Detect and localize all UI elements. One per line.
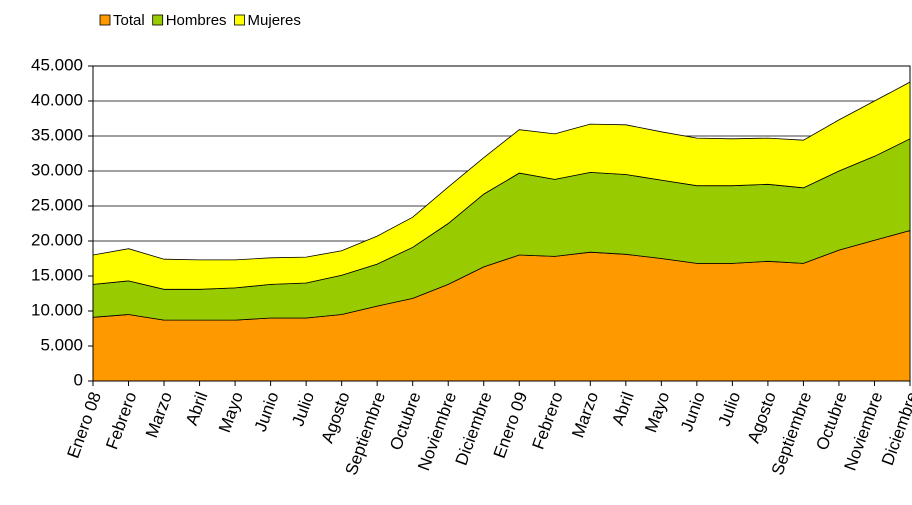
y-tick-label: 40.000 xyxy=(31,90,83,109)
area xyxy=(92,81,911,290)
x-tick-label: Julio xyxy=(288,389,318,428)
x-tick-label: Marzo xyxy=(142,389,176,440)
y-tick-label: 35.000 xyxy=(31,125,83,144)
legend-swatch xyxy=(152,14,164,26)
legend-label: Total xyxy=(113,12,145,29)
x-tick-label: Abril xyxy=(182,389,211,427)
y-tick-label: 30.000 xyxy=(31,160,83,179)
x-tick-label: Febrero xyxy=(529,389,567,451)
legend-label: Hombres xyxy=(166,12,227,29)
x-tick-label: Enero 08 xyxy=(64,389,105,460)
x-tick-label: Julio xyxy=(715,389,745,428)
x-tick-label: Mayo xyxy=(215,389,247,435)
y-tick-label: 15.000 xyxy=(31,265,83,284)
x-tick-label: Febrero xyxy=(102,389,140,451)
x-tick-label: Octubre xyxy=(386,389,425,452)
x-tick-label: Junio xyxy=(251,389,283,434)
x-tick-label: Octubre xyxy=(812,389,851,452)
y-tick-label: 25.000 xyxy=(31,195,83,214)
y-tick-label: 20.000 xyxy=(31,230,83,249)
legend-swatch xyxy=(234,14,245,26)
legend-swatch xyxy=(99,14,111,26)
y-tick-label: 5.000 xyxy=(40,335,83,354)
x-tick-label: Agosto xyxy=(318,389,354,445)
x-tick-label: Agosto xyxy=(744,389,780,445)
x-tick-label: Abril xyxy=(608,389,637,427)
x-tick-label: Junio xyxy=(677,389,709,434)
y-tick-label: 0 xyxy=(74,370,83,389)
x-tick-label: Mayo xyxy=(641,389,673,435)
x-tick-label: Diciembre xyxy=(452,389,496,467)
x-tick-label: Marzo xyxy=(568,389,602,440)
y-tick-label: 45.000 xyxy=(31,55,83,74)
x-tick-label: Enero 09 xyxy=(490,389,531,460)
y-tick-label: 10.000 xyxy=(31,300,83,319)
legend-label: Mujeres xyxy=(248,12,301,29)
